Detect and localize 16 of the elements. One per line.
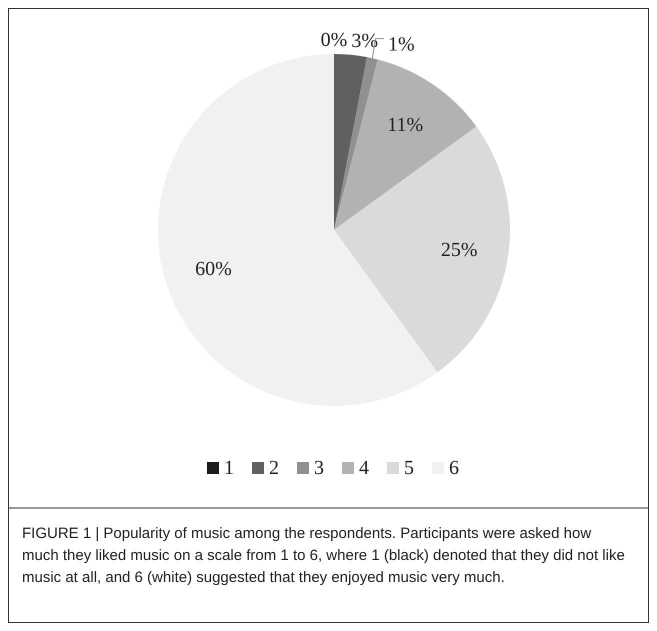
pie-slice	[334, 54, 367, 230]
data-label: 60%	[195, 258, 232, 280]
caption: FIGURE 1 | Popularity of music among the respondents. Participants were asked how much they liked music on a scale from 1 to 6, where 1 (black) denoted that they did not like music at all, and 6 (white) suggested that they enjoyed music very much.	[22, 525, 625, 586]
legend-label: 5	[404, 457, 414, 479]
legend-label: 4	[359, 457, 369, 479]
data-label: 11%	[387, 114, 424, 136]
data-label: 1%	[388, 34, 415, 56]
pie-slice	[158, 54, 438, 406]
data-label: 3%	[351, 30, 378, 52]
legend-label: 1	[224, 457, 234, 479]
data-label: 25%	[440, 238, 478, 261]
legend-label: 6	[449, 457, 459, 479]
legend-label: 2	[269, 457, 279, 479]
pie-slice	[334, 60, 476, 230]
text: 0%	[320, 29, 348, 51]
legend-label: 3	[314, 457, 324, 479]
